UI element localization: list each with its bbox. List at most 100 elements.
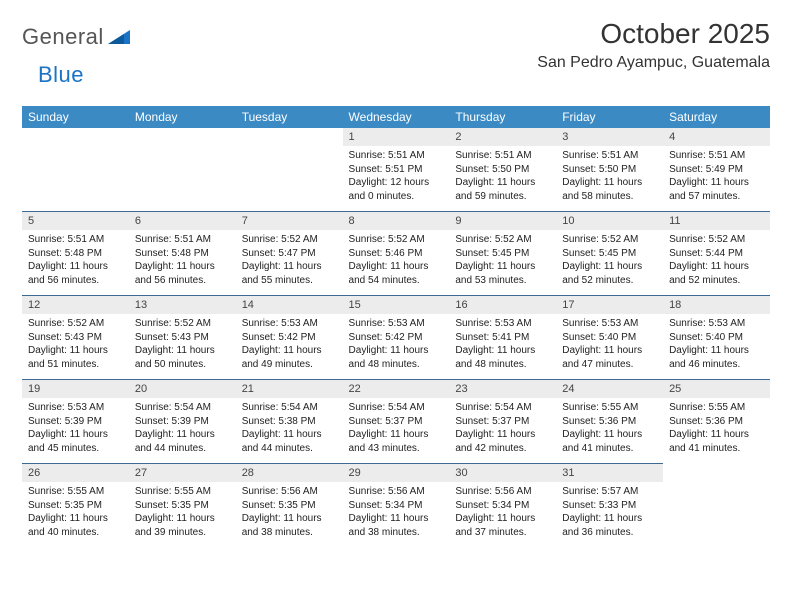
day-number: 17 — [556, 295, 663, 314]
day-detail-line: Sunset: 5:47 PM — [242, 247, 337, 261]
day-number: 5 — [22, 211, 129, 230]
day-detail-line: Daylight: 11 hours — [28, 428, 123, 442]
day-detail-line: Sunset: 5:37 PM — [455, 415, 550, 429]
day-detail-line: Sunset: 5:46 PM — [349, 247, 444, 261]
day-detail-line: Daylight: 11 hours — [349, 260, 444, 274]
day-detail-line: Sunrise: 5:56 AM — [349, 485, 444, 499]
calendar-cell: 12Sunrise: 5:52 AMSunset: 5:43 PMDayligh… — [22, 295, 129, 379]
day-detail-line: Sunset: 5:35 PM — [135, 499, 230, 513]
day-number: 25 — [663, 379, 770, 398]
day-details: Sunrise: 5:54 AMSunset: 5:38 PMDaylight:… — [236, 398, 343, 463]
calendar-cell: 15Sunrise: 5:53 AMSunset: 5:42 PMDayligh… — [343, 295, 450, 379]
day-number: 26 — [22, 463, 129, 482]
day-details: Sunrise: 5:55 AMSunset: 5:36 PMDaylight:… — [556, 398, 663, 463]
day-detail-line: Sunset: 5:39 PM — [135, 415, 230, 429]
calendar-cell: 16Sunrise: 5:53 AMSunset: 5:41 PMDayligh… — [449, 295, 556, 379]
day-detail-line: and 52 minutes. — [562, 274, 657, 288]
day-detail-line: Daylight: 11 hours — [242, 260, 337, 274]
calendar-cell: 31Sunrise: 5:57 AMSunset: 5:33 PMDayligh… — [556, 463, 663, 547]
logo-word-general: General — [22, 24, 104, 50]
day-details — [22, 134, 129, 192]
day-details: Sunrise: 5:53 AMSunset: 5:39 PMDaylight:… — [22, 398, 129, 463]
calendar-cell: 10Sunrise: 5:52 AMSunset: 5:45 PMDayligh… — [556, 211, 663, 295]
calendar-cell: 13Sunrise: 5:52 AMSunset: 5:43 PMDayligh… — [129, 295, 236, 379]
day-detail-line: Sunset: 5:44 PM — [669, 247, 764, 261]
day-detail-line: Sunset: 5:43 PM — [135, 331, 230, 345]
day-detail-line: Daylight: 11 hours — [135, 260, 230, 274]
day-number: 19 — [22, 379, 129, 398]
day-details: Sunrise: 5:51 AMSunset: 5:50 PMDaylight:… — [449, 146, 556, 211]
calendar-cell — [22, 128, 129, 211]
day-detail-line: Sunrise: 5:53 AM — [562, 317, 657, 331]
day-detail-line: and 49 minutes. — [242, 358, 337, 372]
day-detail-line: and 38 minutes. — [242, 526, 337, 540]
col-header: Saturday — [663, 106, 770, 128]
day-detail-line: Sunset: 5:45 PM — [455, 247, 550, 261]
day-detail-line: Sunrise: 5:51 AM — [135, 233, 230, 247]
day-number: 23 — [449, 379, 556, 398]
day-detail-line: and 51 minutes. — [28, 358, 123, 372]
day-detail-line: Sunrise: 5:52 AM — [455, 233, 550, 247]
calendar-cell: 22Sunrise: 5:54 AMSunset: 5:37 PMDayligh… — [343, 379, 450, 463]
day-detail-line: Sunrise: 5:51 AM — [455, 149, 550, 163]
day-detail-line: Daylight: 11 hours — [562, 512, 657, 526]
day-details: Sunrise: 5:52 AMSunset: 5:43 PMDaylight:… — [129, 314, 236, 379]
day-number: 18 — [663, 295, 770, 314]
day-detail-line: Daylight: 11 hours — [242, 428, 337, 442]
day-detail-line: Sunset: 5:40 PM — [669, 331, 764, 345]
day-detail-line: Sunset: 5:33 PM — [562, 499, 657, 513]
day-detail-line: and 47 minutes. — [562, 358, 657, 372]
day-detail-line: Sunrise: 5:54 AM — [455, 401, 550, 415]
day-detail-line: Daylight: 11 hours — [242, 512, 337, 526]
day-details: Sunrise: 5:57 AMSunset: 5:33 PMDaylight:… — [556, 482, 663, 547]
calendar-cell: 3Sunrise: 5:51 AMSunset: 5:50 PMDaylight… — [556, 128, 663, 211]
calendar-row: 19Sunrise: 5:53 AMSunset: 5:39 PMDayligh… — [22, 379, 770, 463]
day-detail-line: and 44 minutes. — [135, 442, 230, 456]
calendar-cell: 28Sunrise: 5:56 AMSunset: 5:35 PMDayligh… — [236, 463, 343, 547]
calendar-cell: 17Sunrise: 5:53 AMSunset: 5:40 PMDayligh… — [556, 295, 663, 379]
day-detail-line: and 53 minutes. — [455, 274, 550, 288]
day-number: 9 — [449, 211, 556, 230]
day-detail-line: Sunrise: 5:53 AM — [669, 317, 764, 331]
day-detail-line: Sunrise: 5:53 AM — [349, 317, 444, 331]
day-detail-line: and 59 minutes. — [455, 190, 550, 204]
day-number: 27 — [129, 463, 236, 482]
day-detail-line: Daylight: 11 hours — [455, 176, 550, 190]
day-number: 4 — [663, 128, 770, 146]
day-detail-line: Daylight: 11 hours — [669, 260, 764, 274]
calendar-cell: 2Sunrise: 5:51 AMSunset: 5:50 PMDaylight… — [449, 128, 556, 211]
calendar-cell: 1Sunrise: 5:51 AMSunset: 5:51 PMDaylight… — [343, 128, 450, 211]
day-detail-line: and 46 minutes. — [669, 358, 764, 372]
calendar-cell: 21Sunrise: 5:54 AMSunset: 5:38 PMDayligh… — [236, 379, 343, 463]
day-detail-line: Sunset: 5:41 PM — [455, 331, 550, 345]
day-detail-line: Sunset: 5:35 PM — [242, 499, 337, 513]
day-detail-line: Daylight: 12 hours — [349, 176, 444, 190]
day-detail-line: and 40 minutes. — [28, 526, 123, 540]
day-detail-line: Sunset: 5:36 PM — [562, 415, 657, 429]
day-detail-line: Sunrise: 5:53 AM — [28, 401, 123, 415]
day-detail-line: Sunrise: 5:51 AM — [28, 233, 123, 247]
day-details: Sunrise: 5:52 AMSunset: 5:45 PMDaylight:… — [449, 230, 556, 295]
day-number: 31 — [556, 463, 663, 482]
day-detail-line: Sunrise: 5:52 AM — [669, 233, 764, 247]
calendar-cell: 20Sunrise: 5:54 AMSunset: 5:39 PMDayligh… — [129, 379, 236, 463]
day-number: 13 — [129, 295, 236, 314]
day-detail-line: and 48 minutes. — [455, 358, 550, 372]
day-details: Sunrise: 5:53 AMSunset: 5:42 PMDaylight:… — [236, 314, 343, 379]
calendar-cell: 19Sunrise: 5:53 AMSunset: 5:39 PMDayligh… — [22, 379, 129, 463]
day-detail-line: Daylight: 11 hours — [349, 428, 444, 442]
day-details: Sunrise: 5:56 AMSunset: 5:34 PMDaylight:… — [343, 482, 450, 547]
day-detail-line: Daylight: 11 hours — [562, 260, 657, 274]
col-header: Tuesday — [236, 106, 343, 128]
calendar-row: 1Sunrise: 5:51 AMSunset: 5:51 PMDaylight… — [22, 128, 770, 211]
day-details: Sunrise: 5:54 AMSunset: 5:37 PMDaylight:… — [449, 398, 556, 463]
calendar-cell: 8Sunrise: 5:52 AMSunset: 5:46 PMDaylight… — [343, 211, 450, 295]
day-details: Sunrise: 5:55 AMSunset: 5:35 PMDaylight:… — [22, 482, 129, 547]
col-header: Thursday — [449, 106, 556, 128]
day-detail-line: Daylight: 11 hours — [135, 344, 230, 358]
day-number: 14 — [236, 295, 343, 314]
day-detail-line: Sunset: 5:38 PM — [242, 415, 337, 429]
day-detail-line: Sunrise: 5:52 AM — [242, 233, 337, 247]
day-detail-line: Daylight: 11 hours — [135, 512, 230, 526]
day-detail-line: Daylight: 11 hours — [562, 428, 657, 442]
